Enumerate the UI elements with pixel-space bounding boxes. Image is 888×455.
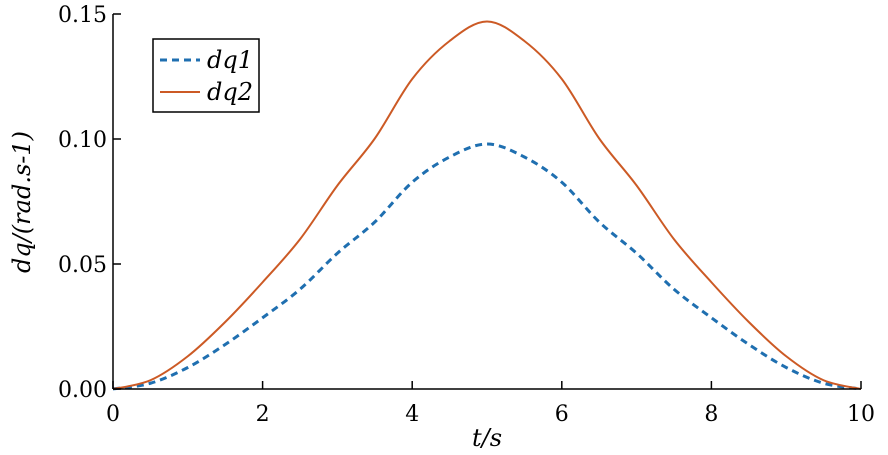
- series-line-dq1: [112, 142, 862, 391]
- x-tick-label: 6: [555, 402, 569, 427]
- axes: [112, 14, 861, 390]
- legend: dq1 dq2: [152, 38, 260, 113]
- y-axis-title: dq/(rad.s-1): [8, 131, 36, 273]
- y-tick-label: 0.05: [58, 253, 107, 278]
- series-line-dq2: [112, 20, 862, 390]
- x-tick-label: 0: [106, 402, 120, 427]
- y-tick-label: 0.15: [58, 3, 107, 28]
- y-tick-label: 0.00: [58, 378, 107, 403]
- x-tick-label: 2: [256, 402, 270, 427]
- legend-label-dq1: dq1: [207, 46, 253, 74]
- x-axis-title: t/s: [472, 424, 502, 452]
- ticks: 0 2 4 6 8 10 0.00 0.05 0.10 0.15: [58, 3, 875, 427]
- y-tick-label: 0.10: [58, 128, 107, 153]
- y-axis-title-group: dq/(rad.s-1): [8, 131, 36, 273]
- legend-label-dq2: dq2: [207, 78, 253, 106]
- x-tick-label: 8: [704, 402, 718, 427]
- plot-area: [112, 20, 862, 391]
- x-tick-label: 4: [405, 402, 419, 427]
- x-tick-label: 10: [847, 402, 875, 427]
- legend-box: [152, 38, 260, 113]
